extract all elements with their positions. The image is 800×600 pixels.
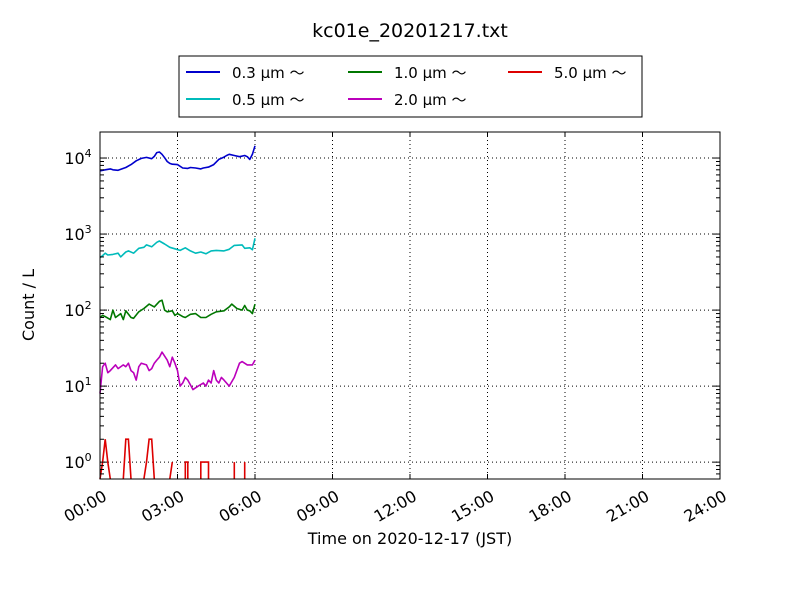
x-tick-label: 21:00 <box>603 486 652 526</box>
y-axis-label: Count / L <box>19 269 38 341</box>
chart-legend: 0.3 µm ～ 1.0 µm ～ 5.0 µm ～ 0.5 µm ～ 2.0 µm ～ <box>178 55 643 118</box>
x-tick-label: 06:00 <box>216 486 265 526</box>
x-tick-label: 15:00 <box>448 486 497 526</box>
x-tick-label: 00:00 <box>61 486 110 526</box>
x-tick-label: 24:00 <box>681 486 730 526</box>
series-5um-segment <box>99 439 112 480</box>
series-layer <box>99 145 256 480</box>
axis-ticks <box>99 132 721 480</box>
series-5um-segment <box>122 438 132 480</box>
y-tick-label: 100 <box>64 451 91 472</box>
grid-lines <box>100 132 720 479</box>
legend-label-4: 2.0 µm ～ <box>394 91 467 109</box>
legend-label-0: 0.3 µm ～ <box>232 64 305 82</box>
x-tick-label: 03:00 <box>138 486 187 526</box>
series-line-1 <box>99 238 256 259</box>
x-axis-label: Time on 2020-12-17 (JST) <box>307 529 512 548</box>
y-tick-label: 103 <box>64 223 91 244</box>
legend-frame <box>178 55 643 118</box>
series-5um-segment <box>169 461 174 480</box>
series-5um-segment <box>184 461 189 479</box>
legend-label-3: 0.5 µm ～ <box>232 91 305 109</box>
series-line-2 <box>99 299 256 321</box>
series-5um-segment <box>143 438 156 480</box>
x-tick-label: 09:00 <box>293 486 342 526</box>
series-line-3 <box>99 351 256 394</box>
chart-title: kc01e_20201217.txt <box>312 20 508 42</box>
y-tick-label: 101 <box>64 375 91 396</box>
x-tick-label: 18:00 <box>526 486 575 526</box>
legend-label-1: 1.0 µm ～ <box>394 64 467 82</box>
y-tick-label: 104 <box>64 147 91 168</box>
series-line-0 <box>99 145 256 172</box>
x-tick-label: 12:00 <box>371 486 420 526</box>
x-axis-tick-labels: 00:00 03:00 06:00 09:00 12:00 15:00 18:00 21:00… <box>61 486 730 526</box>
y-tick-label: 102 <box>64 299 91 320</box>
y-axis-tick-labels: 100 101 102 103 104 <box>64 147 91 472</box>
legend-label-2: 5.0 µm ～ <box>554 64 627 82</box>
plot-area <box>99 131 721 480</box>
series-5um-segment <box>200 461 210 479</box>
